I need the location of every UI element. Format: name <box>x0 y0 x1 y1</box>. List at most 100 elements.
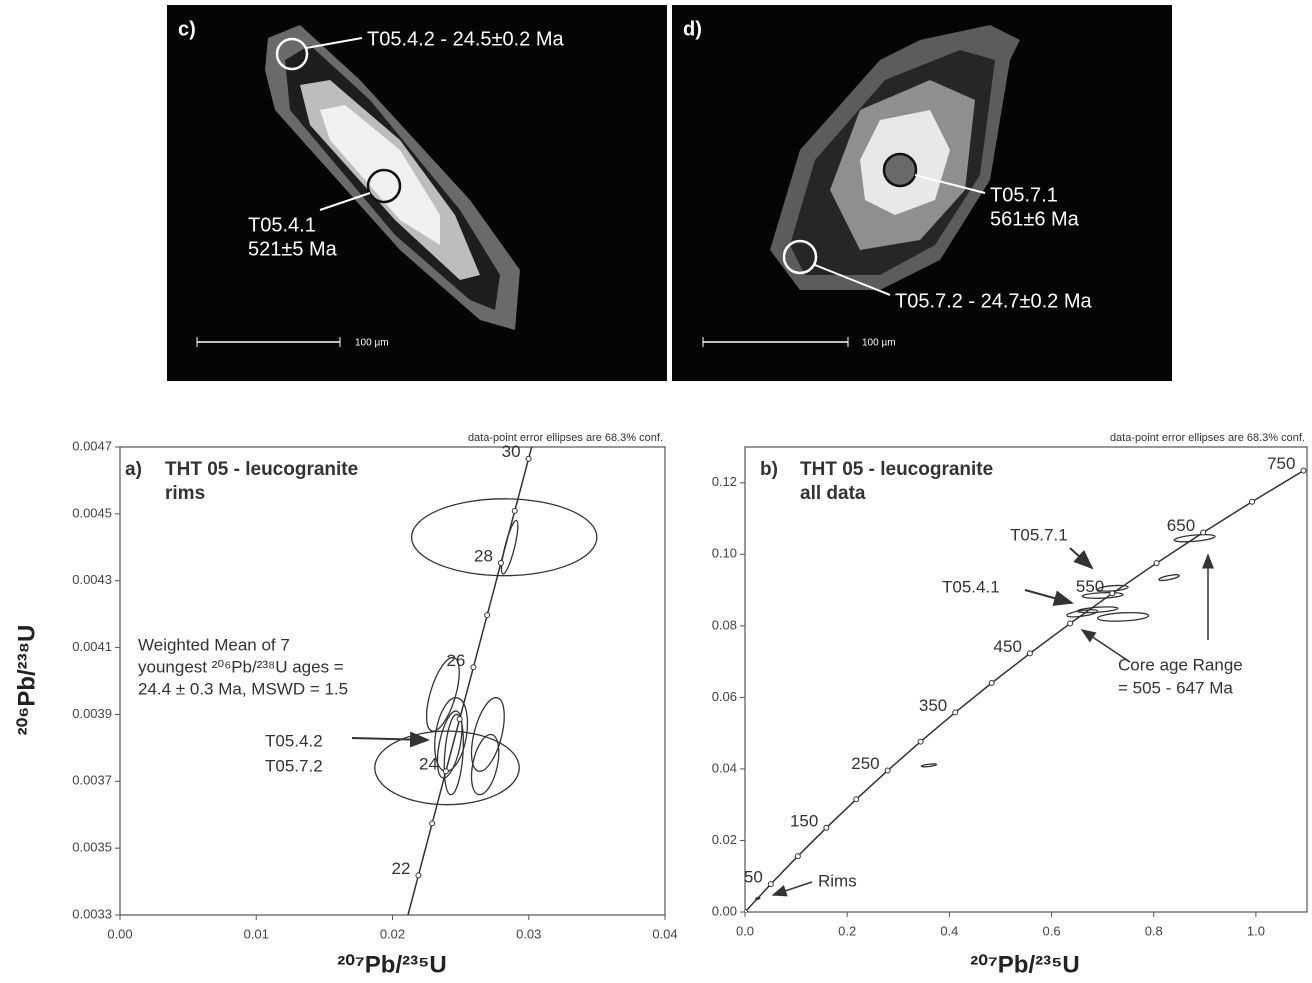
y-tick-label: 0.0039 <box>72 706 112 721</box>
age-marker <box>485 613 490 618</box>
x-tick-label: 0.01 <box>244 926 269 941</box>
age-label: 250 <box>851 754 879 773</box>
annotation: T05.7.2 <box>265 756 323 775</box>
age-marker <box>768 882 773 887</box>
annotation: 24.4 ± 0.3 Ma, MSWD = 1.5 <box>138 679 348 698</box>
age-label: 450 <box>994 637 1022 656</box>
annotation: Rims <box>818 871 857 890</box>
y-tick-label: 0.08 <box>712 617 737 632</box>
age-label: 22 <box>392 859 411 878</box>
age-label: 26 <box>446 651 465 670</box>
y-tick-label: 0.04 <box>712 760 737 775</box>
arrow <box>773 882 812 895</box>
chart-subtitle: all data <box>800 483 866 504</box>
figure: c) T05.4.2 - 24.5±0.2 Ma T05.4.1 521±5 M… <box>0 0 1312 983</box>
arrow <box>1070 548 1092 568</box>
age-marker <box>498 560 503 565</box>
x-tick-label: 0.4 <box>940 923 958 938</box>
y-tick-label: 0.0043 <box>72 572 112 587</box>
arrow <box>352 738 428 740</box>
y-tick-label: 0.0037 <box>72 773 112 788</box>
age-marker <box>824 825 829 830</box>
age-label: 150 <box>790 811 818 830</box>
age-marker <box>1068 621 1073 626</box>
x-tick-label: 0.03 <box>516 926 541 941</box>
x-tick-label: 0.6 <box>1043 923 1061 938</box>
age-label: 650 <box>1167 516 1195 535</box>
annotation: Core age Range <box>1118 655 1243 674</box>
annotation: T05.7.1 <box>1010 525 1068 544</box>
annotation: = 505 - 647 Ma <box>1118 678 1233 697</box>
age-label: 28 <box>474 546 493 565</box>
x-tick-label: 1.0 <box>1247 923 1265 938</box>
cl-image: c) T05.4.2 - 24.5±0.2 Ma T05.4.1 521±5 M… <box>167 5 667 381</box>
x-axis-label: ²⁰⁷Pb/²³⁵U <box>337 951 446 978</box>
y-tick-label: 0.02 <box>712 832 737 847</box>
age-marker <box>526 456 531 461</box>
age-marker <box>512 508 517 513</box>
age-label: 350 <box>919 696 947 715</box>
age-marker <box>1250 499 1255 504</box>
panel-label: b) <box>760 459 778 480</box>
age-label: 550 <box>1076 577 1104 596</box>
y-tick-label: 0.12 <box>712 474 737 489</box>
x-tick-label: 0.02 <box>380 926 405 941</box>
y-tick-label: 0.0035 <box>72 840 112 855</box>
age-marker <box>443 769 448 774</box>
error-ellipse <box>921 763 937 767</box>
age-marker <box>457 717 462 722</box>
age-label: 750 <box>1267 454 1295 473</box>
age-marker <box>1301 468 1306 473</box>
y-axis-label: ²⁰⁶Pb/²³⁸U <box>13 625 40 736</box>
spot-label: T05.7.2 - 24.7±0.2 Ma <box>895 290 1093 312</box>
age-marker <box>1110 591 1115 596</box>
spot-label: T05.4.1 <box>248 214 316 236</box>
annotation: youngest ²⁰⁶Pb/²³⁸U ages = <box>138 657 344 676</box>
age-marker <box>540 404 545 409</box>
age-marker <box>885 768 890 773</box>
annotation: Weighted Mean of 7 <box>138 635 290 654</box>
panel-label: d) <box>683 18 702 40</box>
annotation: T05.4.1 <box>942 577 1000 596</box>
spot-label: T05.7.1 <box>990 184 1058 206</box>
chart-title: THT 05 - leucogranite <box>165 459 358 480</box>
cl-image: d) T05.7.1 561±6 Ma T05.7.2 - 24.7±0.2 M… <box>672 5 1172 381</box>
panel-label: a) <box>125 459 142 480</box>
age-marker <box>1201 530 1206 535</box>
y-tick-label: 0.0045 <box>72 505 112 520</box>
scale-label: 100 µm <box>355 338 389 349</box>
arrow <box>1025 590 1072 603</box>
y-tick-label: 0.10 <box>712 546 737 561</box>
error-ellipse <box>1066 608 1097 618</box>
age-marker <box>795 854 800 859</box>
spot-label: 521±5 Ma <box>248 238 338 260</box>
panel-label: c) <box>178 18 196 40</box>
spot <box>884 154 916 186</box>
age-label: 50 <box>744 868 763 887</box>
age-marker <box>854 797 859 802</box>
plot-area <box>375 404 597 930</box>
age-marker <box>1154 561 1159 566</box>
age-marker <box>430 821 435 826</box>
age-marker <box>953 710 958 715</box>
error-ellipse <box>1158 574 1179 582</box>
chart-subtitle: rims <box>165 483 205 504</box>
age-label: 24 <box>419 755 438 774</box>
y-tick-label: 0.0033 <box>72 906 112 921</box>
error-ellipse <box>1097 611 1149 622</box>
x-tick-label: 0.0 <box>736 923 754 938</box>
y-tick-label: 0.06 <box>712 689 737 704</box>
age-marker <box>416 873 421 878</box>
note: data-point error ellipses are 68.3% conf… <box>1110 432 1305 444</box>
page: c) T05.4.2 - 24.5±0.2 Ma T05.4.1 521±5 M… <box>0 0 1312 983</box>
note: data-point error ellipses are 68.3% conf… <box>468 432 663 444</box>
scale-label: 100 µm <box>862 338 896 349</box>
spot-label: 561±6 Ma <box>990 208 1080 230</box>
x-tick-label: 0.00 <box>107 926 132 941</box>
age-marker <box>918 739 923 744</box>
y-tick-label: 0.00 <box>712 903 737 918</box>
y-tick-label: 0.0047 <box>72 438 112 453</box>
annotation: T05.4.2 <box>265 731 323 750</box>
x-tick-label: 0.2 <box>838 923 856 938</box>
age-marker <box>1027 651 1032 656</box>
